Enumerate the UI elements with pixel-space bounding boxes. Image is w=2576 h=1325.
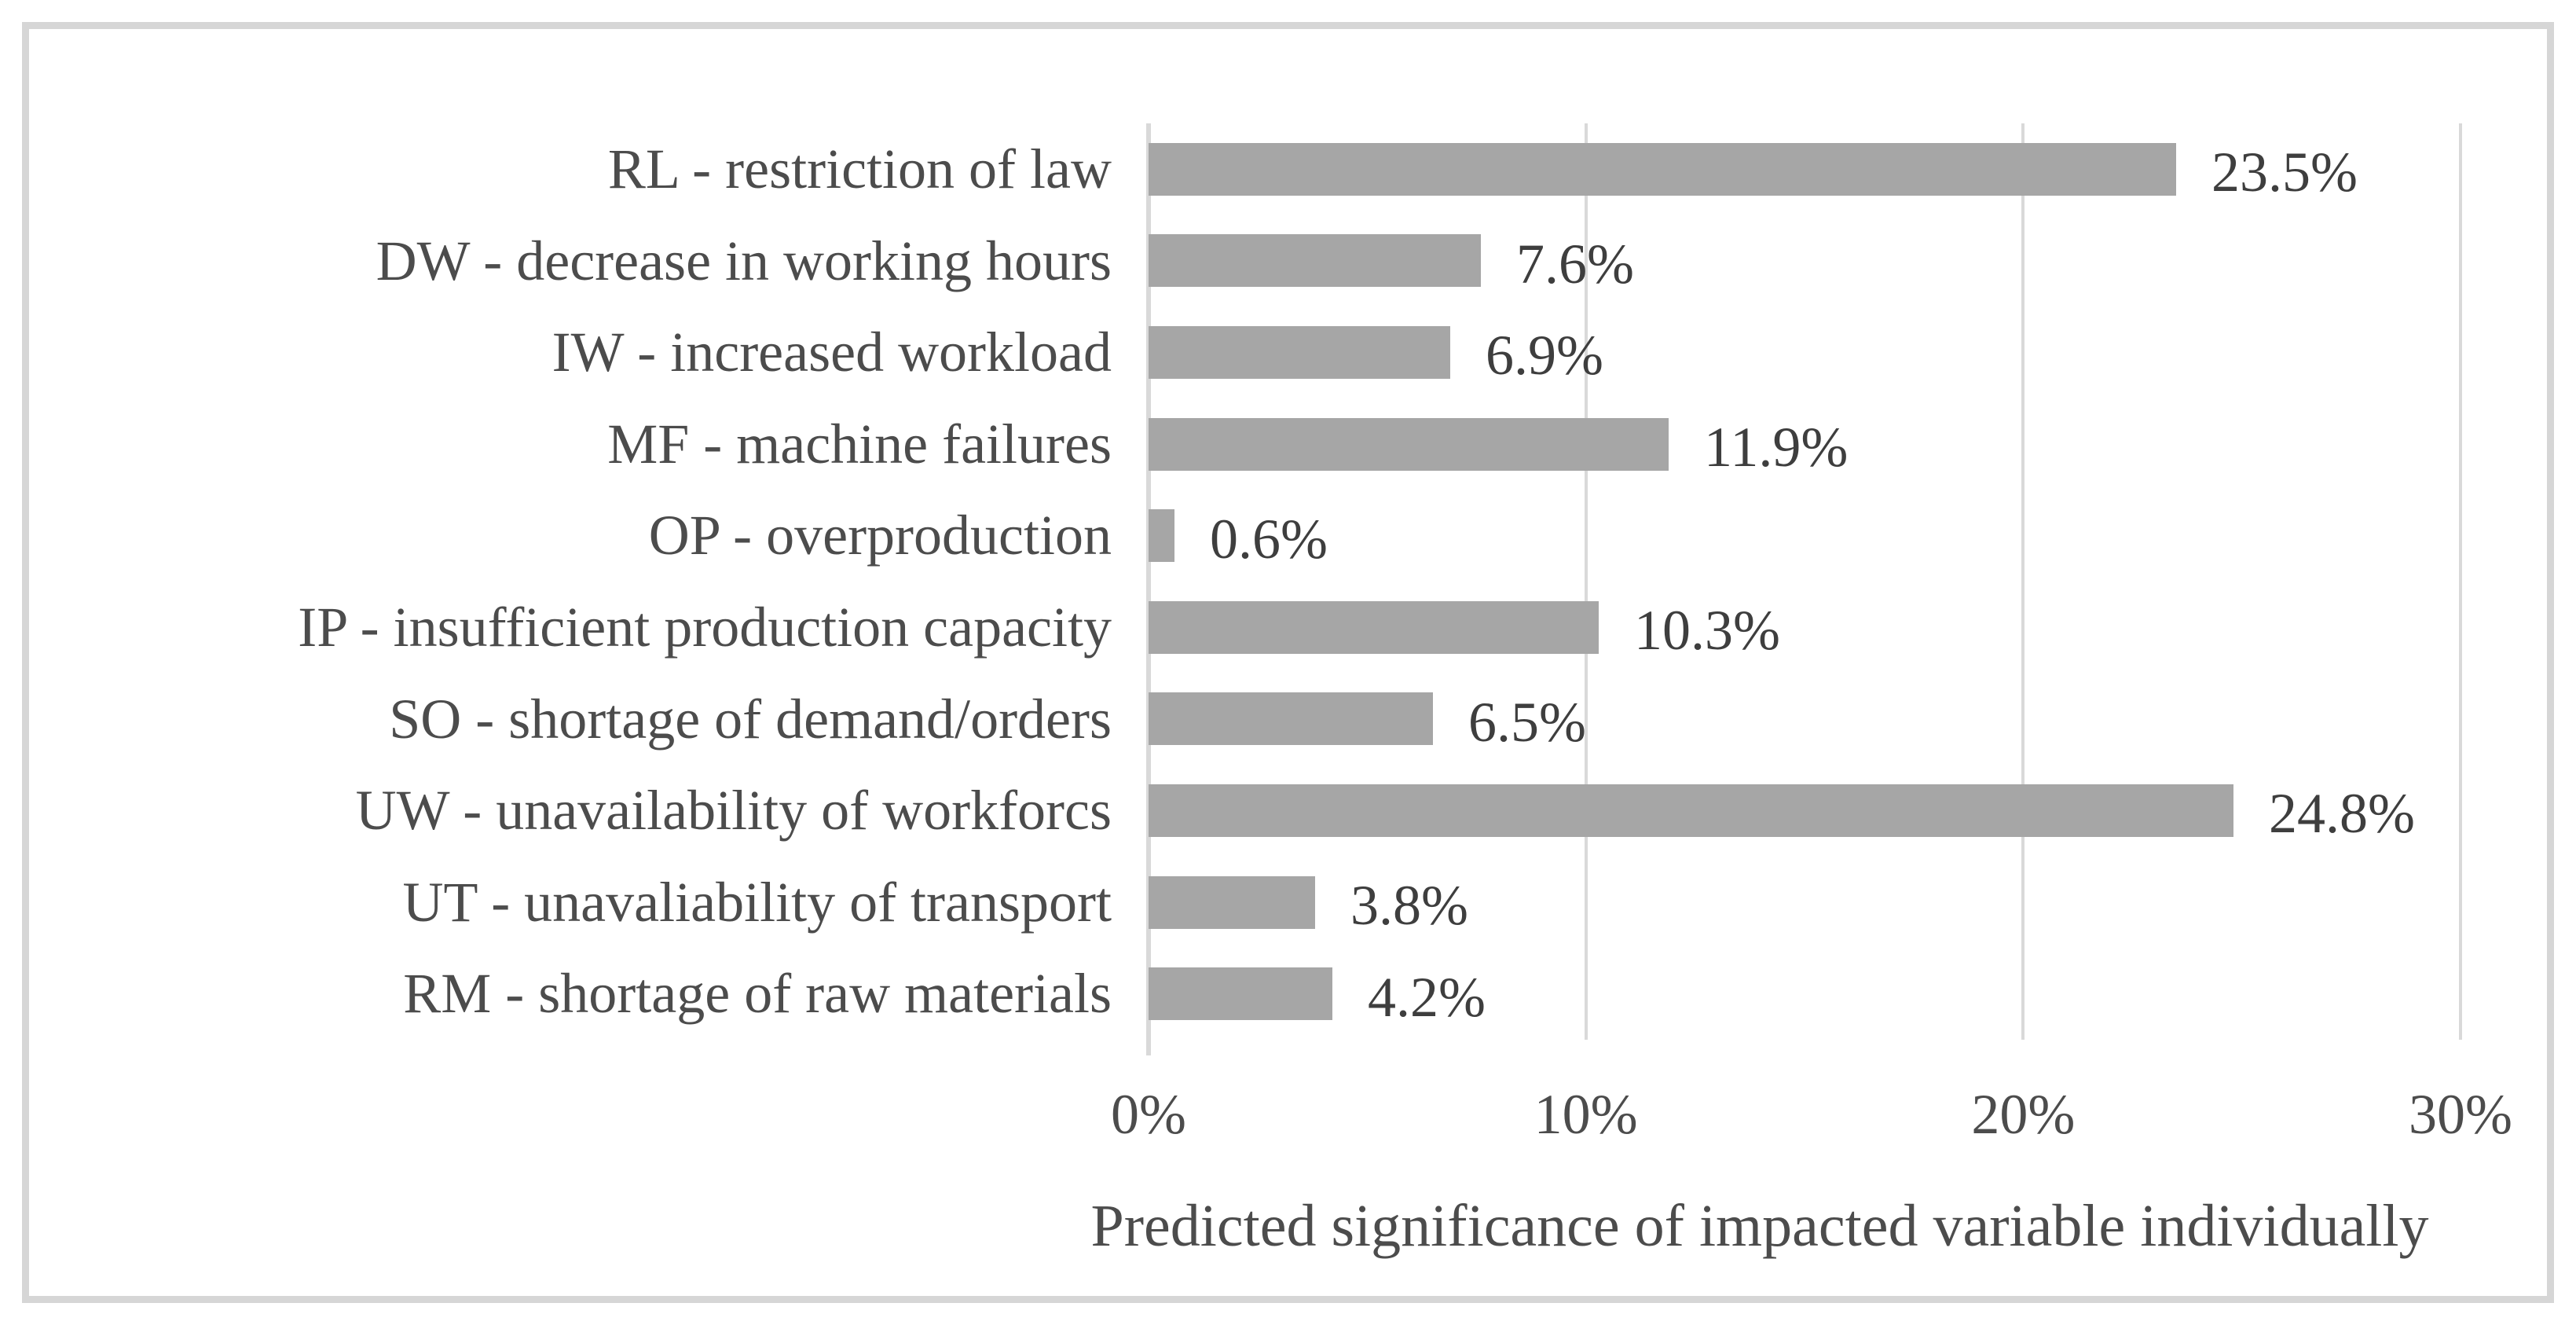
data-label: 6.9% xyxy=(1486,324,1603,387)
bar-row: 23.5% xyxy=(1149,123,2461,215)
plot-area: 23.5% 7.6% 6.9% 11.9% 0.6% 10.3% 6.5% 24.8% 3.8%… xyxy=(1146,123,2462,1055)
bar xyxy=(1149,325,1450,379)
category-label: UW - unavailability of workforcs xyxy=(355,779,1112,842)
gridline xyxy=(2459,123,2462,1040)
category-label: RM - shortage of raw materials xyxy=(403,962,1112,1026)
bar xyxy=(1149,234,1481,288)
bar-row: 7.6% xyxy=(1149,215,2461,307)
bar xyxy=(1149,509,1174,563)
bar xyxy=(1149,142,2176,196)
data-label: 23.5% xyxy=(2211,141,2358,204)
bar-row: 6.9% xyxy=(1149,306,2461,398)
value-axis-line xyxy=(1146,123,1151,1055)
bar xyxy=(1149,784,2233,837)
data-label: 10.3% xyxy=(1634,599,1780,662)
category-axis-labels: RL - restriction of law DW - decrease in … xyxy=(47,123,1112,1040)
x-tick-label: 0% xyxy=(1111,1083,1186,1146)
data-label: 4.2% xyxy=(1368,965,1486,1029)
x-tick-label: 10% xyxy=(1534,1083,1638,1146)
bar-row: 6.5% xyxy=(1149,674,2461,765)
bar-row: 10.3% xyxy=(1149,582,2461,674)
gridline xyxy=(2021,123,2025,1040)
bar xyxy=(1149,967,1332,1021)
x-axis-tick-labels: 0% 10% 20% 30% xyxy=(1111,1083,2512,1165)
category-label: IW - increased workload xyxy=(551,321,1112,384)
bar-row: 24.8% xyxy=(1149,765,2461,857)
bar-row: 4.2% xyxy=(1149,948,2461,1040)
x-tick-label: 30% xyxy=(2409,1083,2512,1146)
bar xyxy=(1149,600,1599,654)
data-label: 0.6% xyxy=(1210,507,1328,571)
bar-row: 0.6% xyxy=(1149,490,2461,582)
data-label: 3.8% xyxy=(1350,874,1468,938)
data-label: 6.5% xyxy=(1468,690,1586,754)
category-label: IP - insufficient production capacity xyxy=(298,596,1112,659)
category-label: MF - machine failures xyxy=(607,412,1112,475)
bar xyxy=(1149,692,1433,746)
category-label: DW - decrease in working hours xyxy=(376,229,1112,292)
data-label: 11.9% xyxy=(1704,416,1849,479)
gridline xyxy=(1584,123,1588,1040)
category-label: UT - unavaliability of transport xyxy=(402,870,1112,934)
bar xyxy=(1149,875,1315,929)
category-label: SO - shortage of demand/orders xyxy=(389,687,1112,751)
x-tick-label: 20% xyxy=(1971,1083,2076,1146)
bar-row: 11.9% xyxy=(1149,398,2461,490)
category-label: OP - overproduction xyxy=(648,504,1112,567)
category-label: RL - restriction of law xyxy=(607,138,1112,200)
data-label: 7.6% xyxy=(1516,232,1634,295)
bar xyxy=(1149,417,1669,471)
x-axis-title: Predicted significance of impacted varia… xyxy=(1090,1193,2429,1259)
bar-row: 3.8% xyxy=(1149,857,2461,949)
data-label: 24.8% xyxy=(2269,782,2415,846)
